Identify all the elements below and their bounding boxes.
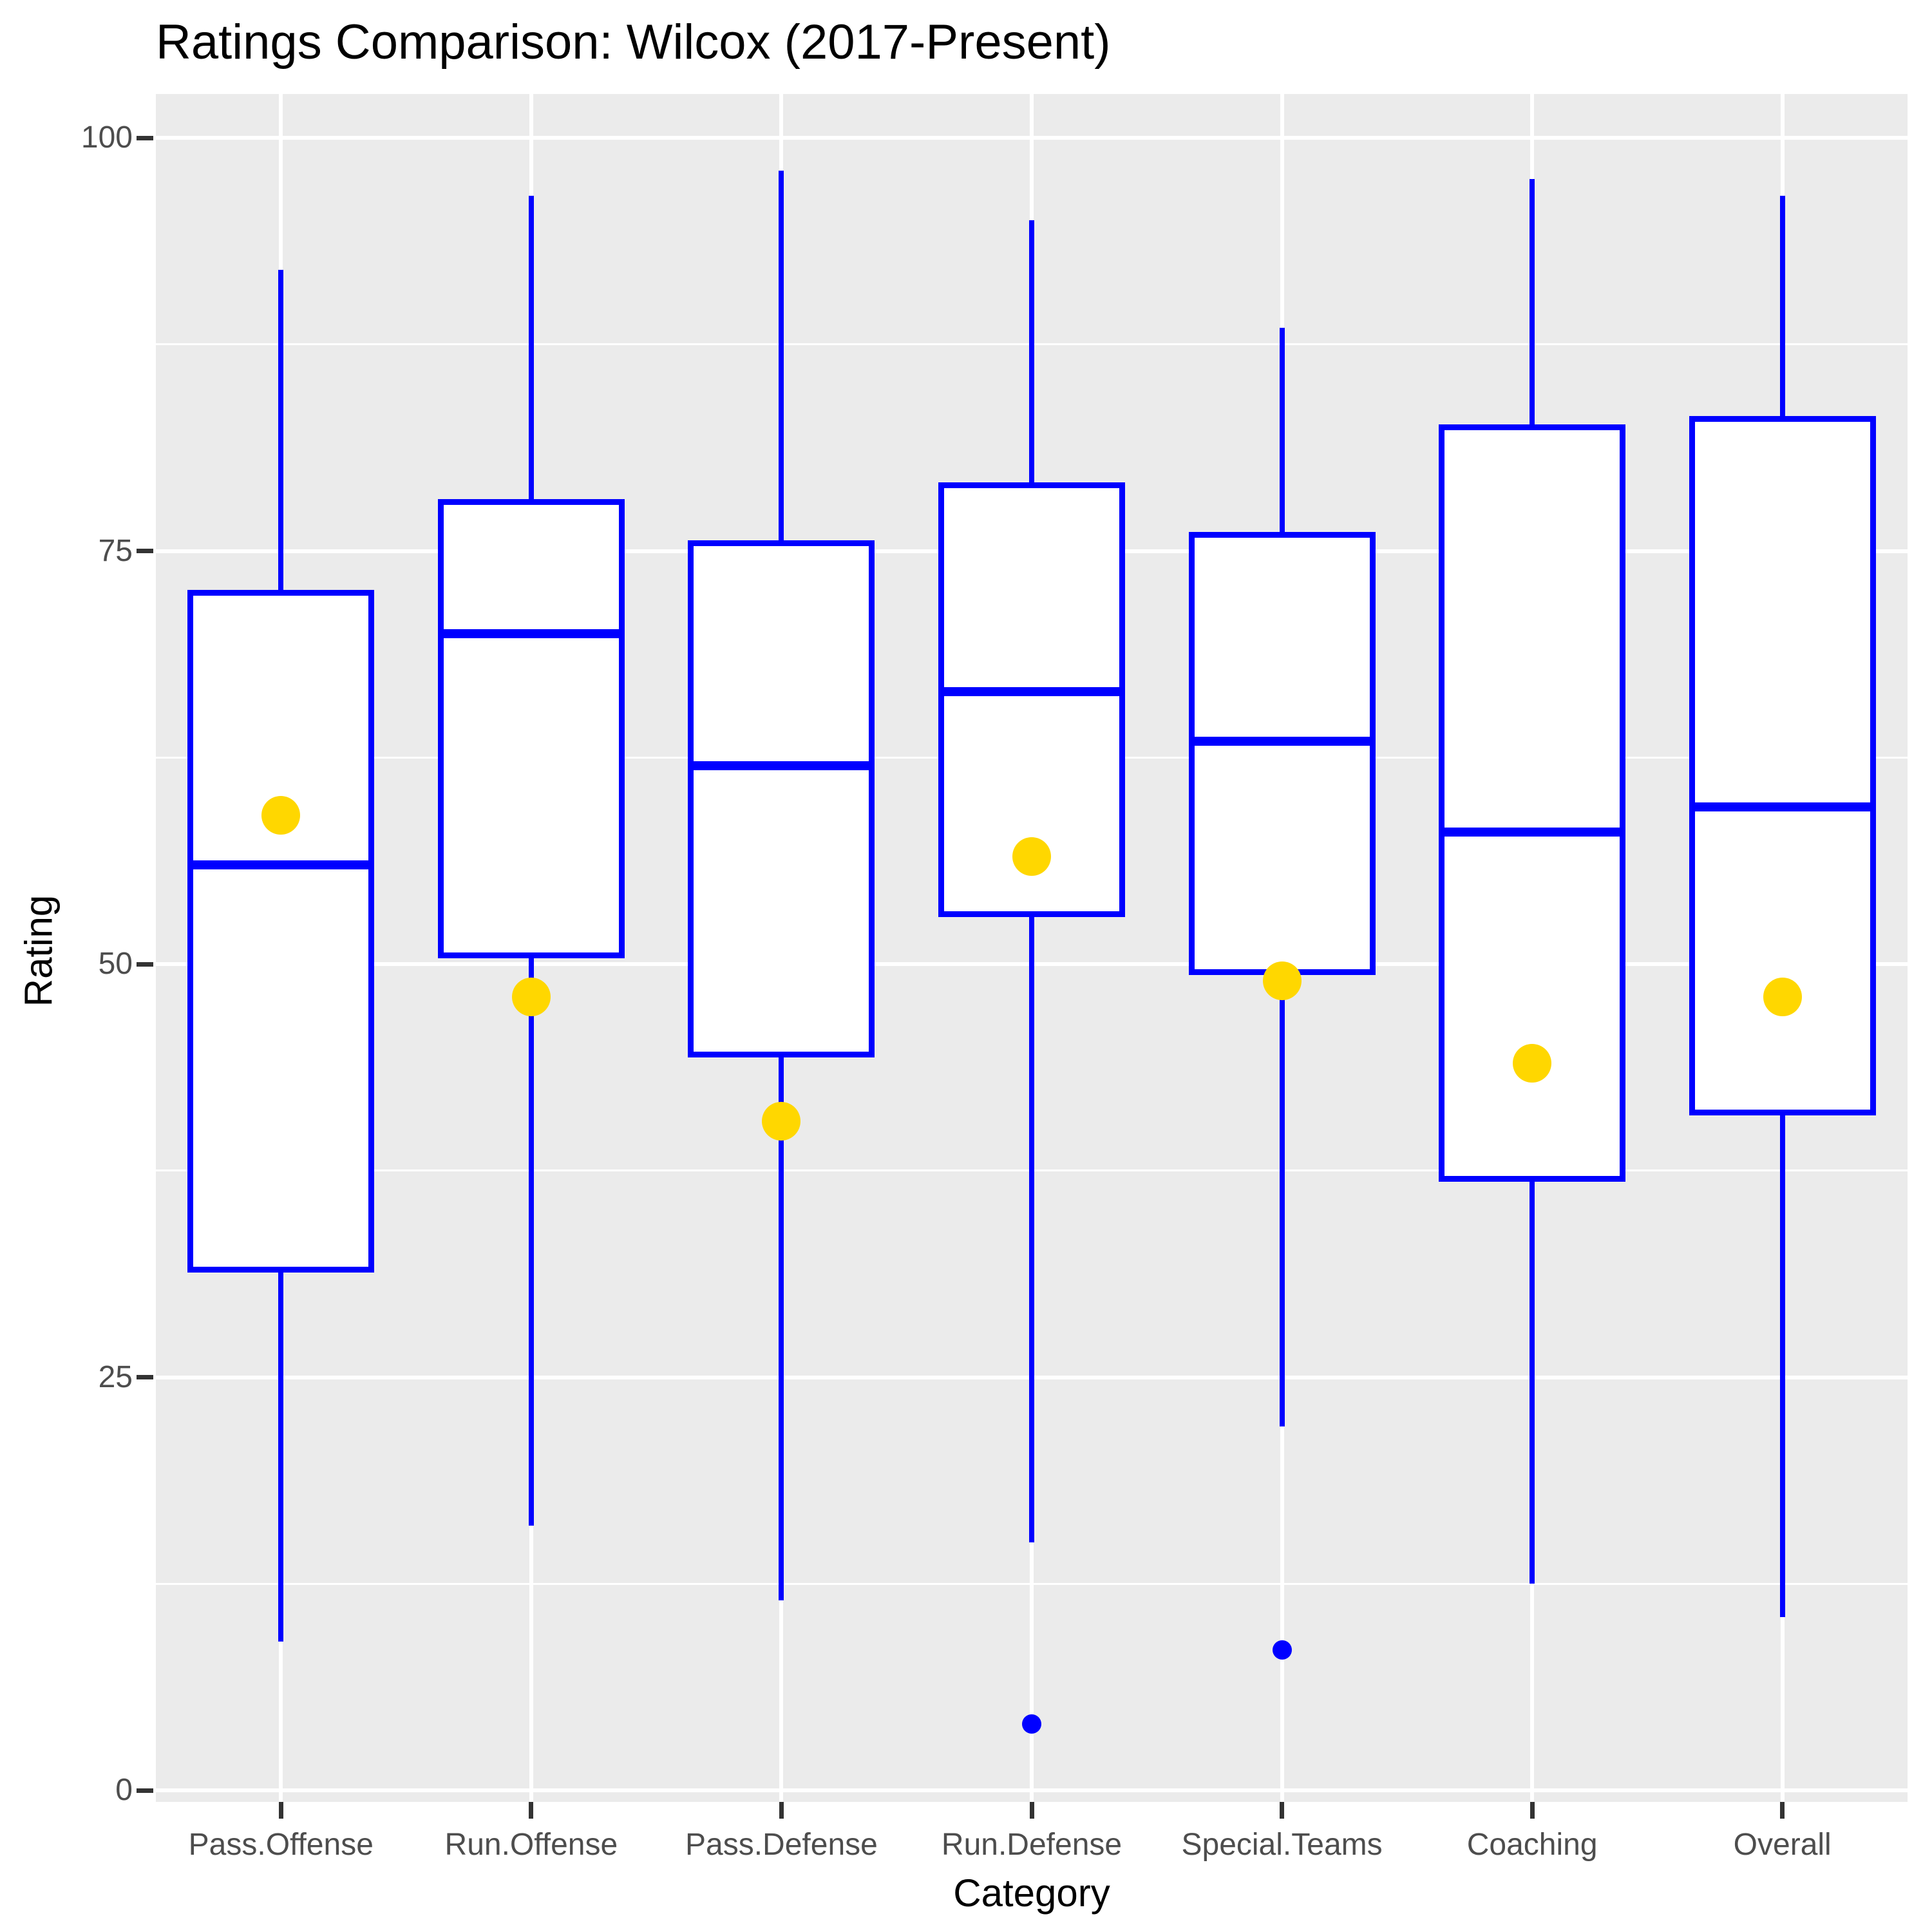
- chart-title: Ratings Comparison: Wilcox (2017-Present…: [156, 15, 1111, 70]
- x-tick-label-run-defense: Run.Defense: [941, 1828, 1122, 1862]
- y-tick-label-25: 25: [98, 1359, 133, 1394]
- x-tick-label-coaching: Coaching: [1466, 1828, 1598, 1862]
- median-line-pass-defense: [688, 761, 875, 771]
- x-tick-mark-run-offense: [529, 1802, 534, 1819]
- median-line-run-offense: [437, 629, 625, 638]
- x-tick-label-run-offense: Run.Offense: [444, 1828, 618, 1862]
- outlier-dot-special-teams-0: [1272, 1640, 1292, 1660]
- y-axis-title: Rating: [17, 895, 61, 1007]
- median-line-special-teams: [1188, 736, 1376, 746]
- mean-dot-coaching: [1513, 1043, 1552, 1083]
- x-tick-label-pass-offense: Pass.Offense: [188, 1828, 374, 1862]
- outlier-dot-run-defense-0: [1022, 1714, 1041, 1734]
- y-tick-label-0: 0: [115, 1773, 133, 1807]
- mean-dot-special-teams: [1262, 961, 1302, 1000]
- x-tick-mark-special-teams: [1280, 1802, 1285, 1819]
- x-tick-mark-pass-defense: [779, 1802, 784, 1819]
- x-tick-mark-overall: [1780, 1802, 1785, 1819]
- x-axis-title: Category: [953, 1871, 1110, 1915]
- mean-dot-run-defense: [1012, 837, 1051, 876]
- median-line-overall: [1689, 802, 1876, 812]
- mean-dot-run-offense: [511, 978, 551, 1017]
- median-line-pass-offense: [187, 860, 375, 870]
- x-tick-label-pass-defense: Pass.Defense: [685, 1828, 878, 1862]
- y-tick-mark-0: [137, 1788, 153, 1793]
- x-tick-mark-pass-offense: [278, 1802, 283, 1819]
- mean-dot-overall: [1763, 978, 1802, 1017]
- y-tick-mark-25: [137, 1375, 153, 1379]
- median-line-coaching: [1439, 827, 1626, 837]
- mean-dot-pass-defense: [762, 1101, 801, 1141]
- x-tick-mark-run-defense: [1029, 1802, 1034, 1819]
- box-special-teams: [1188, 531, 1376, 975]
- y-tick-label-75: 75: [98, 533, 133, 568]
- y-tick-label-50: 50: [98, 947, 133, 981]
- box-pass-defense: [688, 540, 875, 1058]
- x-tick-mark-coaching: [1530, 1802, 1535, 1819]
- x-tick-label-overall: Overall: [1733, 1828, 1832, 1862]
- plot-panel: [156, 94, 1908, 1802]
- x-tick-label-special-teams: Special.Teams: [1181, 1828, 1383, 1862]
- y-tick-label-100: 100: [80, 120, 133, 155]
- y-tick-mark-100: [137, 135, 153, 140]
- y-tick-mark-50: [137, 961, 153, 967]
- box-run-offense: [437, 498, 625, 959]
- mean-dot-pass-offense: [261, 796, 301, 835]
- y-tick-mark-75: [137, 549, 153, 553]
- median-line-run-defense: [938, 687, 1125, 696]
- box-pass-offense: [187, 589, 375, 1273]
